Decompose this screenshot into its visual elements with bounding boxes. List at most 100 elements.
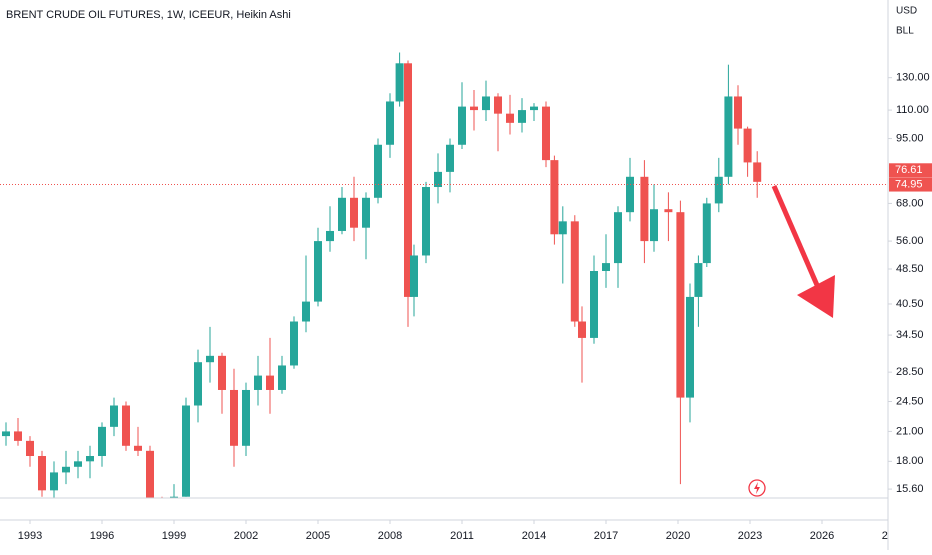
x-tick-label: 2005 <box>306 530 330 542</box>
candle-body <box>724 96 733 177</box>
candle-body <box>676 212 685 398</box>
y-tick-label: 110.00 <box>896 104 929 116</box>
candle-body <box>194 362 202 406</box>
price-axis-panel <box>888 0 932 550</box>
candle-body <box>578 321 586 338</box>
candle-body <box>350 197 358 228</box>
candle-body <box>146 450 154 498</box>
candle-body <box>230 389 238 446</box>
chart-title: BRENT CRUDE OIL FUTURES, 1W, ICEEUR, Hei… <box>6 9 291 21</box>
y-tick-label: 18.00 <box>896 455 924 467</box>
candle-body <box>362 197 370 228</box>
candle-body <box>626 176 634 213</box>
candle-body <box>743 128 752 163</box>
candle-body <box>242 389 250 446</box>
arrow-shaft <box>771 185 823 293</box>
arrow-head <box>797 275 835 318</box>
candle-body <box>446 144 454 172</box>
candle-body <box>506 113 514 123</box>
candle-body <box>558 221 567 235</box>
alert-icon[interactable] <box>748 479 766 497</box>
candle-body <box>530 106 538 111</box>
candle-body <box>50 472 58 491</box>
candle-body <box>542 106 550 161</box>
candle-body <box>694 263 703 297</box>
candle-body <box>2 431 10 437</box>
price-label: 76.61 <box>895 164 923 176</box>
y-tick-label: 68.00 <box>896 197 924 209</box>
candle-body <box>38 456 46 491</box>
currency: USD <box>896 6 917 17</box>
candle-body <box>753 162 762 182</box>
candle-body <box>640 176 649 242</box>
candle-body <box>470 106 478 111</box>
x-tick-label: 2011 <box>450 530 474 542</box>
candle-body <box>98 426 106 457</box>
candle-body <box>410 255 418 297</box>
candle-body <box>702 203 711 264</box>
candle-body <box>714 176 723 204</box>
candle-body <box>218 355 226 390</box>
y-tick-label: 28.50 <box>896 366 924 378</box>
candle-body <box>170 496 178 498</box>
candle-body <box>458 106 466 145</box>
x-tick-label: 1996 <box>90 530 114 542</box>
candle-body <box>290 321 298 366</box>
price-axis: 15.60 18.00 21.00 24.50 28.50 34.50 40.50 48.50… <box>888 72 932 495</box>
candle-body <box>590 271 598 338</box>
y-tick-label: 95.00 <box>896 132 924 144</box>
y-tick-label: 15.60 <box>896 483 924 495</box>
price-label-box <box>889 177 932 192</box>
candle-body <box>386 101 394 145</box>
price-label: 74.95 <box>895 178 923 190</box>
candle-body <box>110 405 118 427</box>
candle-body <box>254 375 262 390</box>
candle-body <box>314 241 322 302</box>
y-tick-label: 56.00 <box>896 235 924 247</box>
candle-body <box>404 63 412 297</box>
candle-body <box>434 171 442 188</box>
candle-body <box>686 296 694 398</box>
candle-body <box>206 355 214 363</box>
candle-body <box>302 301 310 322</box>
x-tick-label: 2002 <box>234 530 258 542</box>
y-tick-label: 48.50 <box>896 263 924 275</box>
candle-body <box>26 440 34 457</box>
plot-area <box>0 52 888 498</box>
candle-body <box>74 461 82 467</box>
x-tick-label: 2023 <box>738 530 762 542</box>
candle-body <box>550 160 559 235</box>
candle-body <box>374 144 382 198</box>
x-tick-label: 2017 <box>594 530 618 542</box>
candle-body <box>602 263 610 272</box>
candle-body <box>86 456 94 462</box>
candle-body <box>62 466 70 473</box>
x-tick-label: 1993 <box>18 530 42 542</box>
unit: BLL <box>896 26 914 37</box>
y-tick-label: 24.50 <box>896 395 924 407</box>
candle-body <box>734 96 742 129</box>
forecast-arrow <box>771 185 835 318</box>
candle-body <box>614 212 622 264</box>
candle-body <box>266 375 274 390</box>
y-tick-label: 21.00 <box>896 425 924 437</box>
y-tick-label: 34.50 <box>896 329 924 341</box>
x-tick-label: 2014 <box>522 530 546 542</box>
y-tick-label: 130.00 <box>896 72 930 84</box>
candle-body <box>14 431 22 441</box>
x-tick-label: 2026 <box>810 530 834 542</box>
candle-body <box>664 209 673 213</box>
candle-body <box>182 405 190 497</box>
x-tick-label: 2020 <box>666 530 690 542</box>
candle-body <box>482 96 490 111</box>
candle-body <box>278 365 286 390</box>
candle-body <box>338 197 346 231</box>
candle-body <box>518 110 526 123</box>
candle-body <box>422 187 430 256</box>
candle-body <box>395 63 404 102</box>
price-label-box <box>889 163 932 178</box>
y-tick-label: 40.50 <box>896 298 924 310</box>
candle-body <box>326 230 334 242</box>
x-tick-label: 1999 <box>162 530 186 542</box>
